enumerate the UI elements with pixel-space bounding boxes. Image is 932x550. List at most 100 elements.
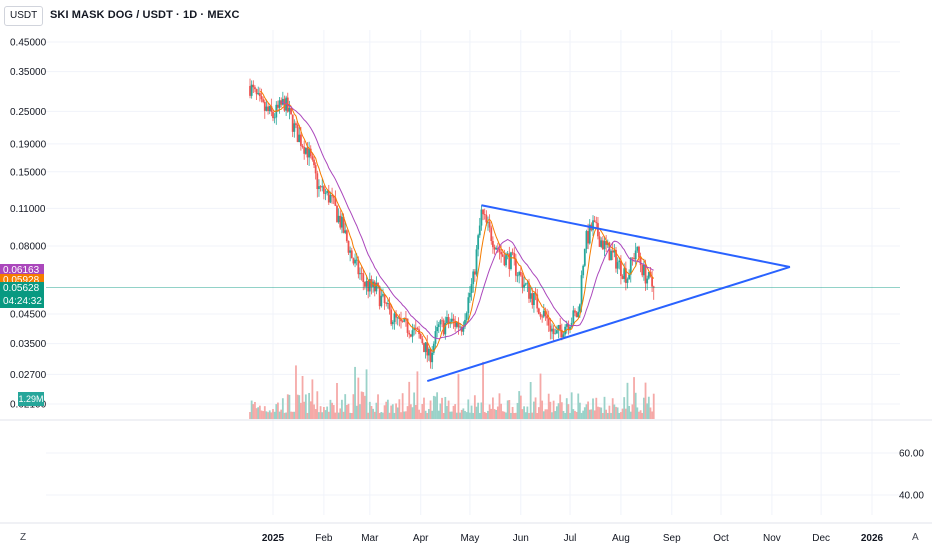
y-tick-label: 0.45000 <box>10 38 47 49</box>
candle-body <box>493 247 496 250</box>
volume-bar <box>473 395 476 419</box>
volume-bar <box>531 412 534 419</box>
candle-body <box>495 247 498 250</box>
volume-bar <box>400 412 402 419</box>
symbol-title[interactable]: SKI MASK DOG / USDT · 1D · MEXC <box>50 9 240 21</box>
candle-body <box>516 275 519 277</box>
volume-bar <box>403 411 406 419</box>
x-axis[interactable]: 2025 Feb Mar Apr May Jun Jul Aug Sep Oct Nov Dec 202… <box>0 522 932 544</box>
candle-body <box>377 282 379 287</box>
volume-bar <box>250 400 253 419</box>
candle-body <box>473 271 476 275</box>
candle-body <box>477 235 480 250</box>
candle-body <box>580 275 583 305</box>
volume-bar <box>478 412 481 419</box>
candle-body <box>629 257 632 275</box>
volume-bar <box>263 406 266 419</box>
candle-body <box>490 227 493 242</box>
volume-bar <box>518 391 521 419</box>
volume-bar <box>296 394 299 419</box>
volume-bar <box>638 411 640 419</box>
candle-body <box>309 148 312 157</box>
osc-tick-label: 60.00 <box>899 449 924 460</box>
candle-body <box>385 302 388 304</box>
volume-bar <box>393 412 396 419</box>
volume-badge: 1.29M <box>18 392 44 406</box>
annotations[interactable] <box>46 204 900 383</box>
volume-bar <box>556 406 558 419</box>
volume-bar <box>536 412 539 419</box>
candle-body <box>293 123 296 132</box>
y-tick-label: 0.15000 <box>10 167 47 178</box>
volume-bar <box>633 377 635 419</box>
volume-bar <box>373 411 376 419</box>
volume-bar <box>408 381 411 419</box>
volume-bar <box>380 412 383 419</box>
volume-bar <box>634 392 637 419</box>
candle-body <box>554 333 557 335</box>
volume-bar <box>647 396 650 419</box>
candle-body <box>547 318 550 326</box>
volume-bar <box>372 408 375 419</box>
volume-bar <box>508 400 511 419</box>
lower-line <box>426 266 791 383</box>
volume-bar <box>534 397 537 419</box>
candle-body <box>608 242 611 261</box>
volume-bar <box>272 409 274 419</box>
volume-bar <box>254 401 256 419</box>
oscillator-axis[interactable]: 60.00 40.00 <box>899 449 924 502</box>
volume-bar <box>554 411 557 419</box>
candle-body <box>273 117 276 119</box>
candle-body <box>475 249 478 275</box>
candle-body <box>429 349 432 363</box>
volume-bar <box>391 404 394 419</box>
x-tick-label: Dec <box>812 533 830 544</box>
volume-bar <box>483 411 486 419</box>
candle-body <box>322 186 325 194</box>
volume-bar <box>549 401 552 419</box>
volume-bar <box>350 412 353 419</box>
candle-body <box>464 319 466 327</box>
candle-body <box>526 282 529 284</box>
volume-bar <box>611 398 614 419</box>
volume-bar <box>418 409 420 419</box>
candle-body <box>536 294 539 309</box>
volume-bar <box>578 402 581 419</box>
candle-body <box>311 156 314 160</box>
volume-bar <box>334 412 337 419</box>
volume-bar <box>636 407 639 419</box>
volume-bar <box>455 412 458 419</box>
candle-body <box>324 192 327 194</box>
candle-body <box>258 93 261 97</box>
candle-body <box>378 286 381 307</box>
volume-bar <box>378 412 381 419</box>
volume-bar <box>332 405 335 419</box>
timezone-label[interactable]: Z <box>20 532 27 543</box>
volume-bar <box>616 407 619 419</box>
candle-body <box>492 241 494 248</box>
y-axis[interactable]: 0.45000 0.35000 0.25000 0.19000 0.15000 0.110… <box>10 38 47 411</box>
volume-bar <box>593 410 596 419</box>
volume-bar <box>362 392 365 419</box>
countdown-tag: 04:24:32 <box>0 295 44 309</box>
volume-bar <box>405 411 407 419</box>
volume-bar <box>339 408 342 419</box>
volume-bar <box>437 410 440 419</box>
auto-scale-toggle[interactable]: A <box>912 532 919 543</box>
volume-bar <box>429 400 432 419</box>
candle-body <box>434 331 437 344</box>
quote-currency-badge[interactable]: USDT <box>4 6 44 26</box>
candle-body <box>350 250 353 259</box>
candle-body <box>472 271 475 285</box>
candle-body <box>585 231 588 249</box>
volume-bar <box>547 393 550 419</box>
candle-body <box>531 293 534 306</box>
candle-body <box>296 125 299 143</box>
candle-body <box>501 254 504 257</box>
candle-body <box>409 334 412 337</box>
volume-bar <box>592 398 594 419</box>
candle-body <box>510 252 512 270</box>
candle-body <box>313 159 315 166</box>
candle-body <box>524 283 527 285</box>
